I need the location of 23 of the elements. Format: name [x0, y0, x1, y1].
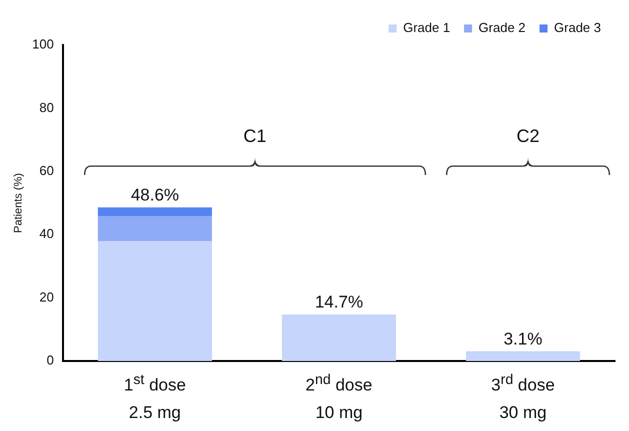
annotation: C2: [515, 126, 540, 147]
y-axis-title: Patients (%): [12, 173, 25, 233]
y-tick-label: 0: [46, 352, 54, 368]
total-label: 3.1%: [504, 329, 542, 348]
y-tick-label: 60: [39, 162, 54, 178]
legend-label: Grade 3: [554, 20, 602, 36]
bar: [282, 314, 396, 361]
bar: [98, 241, 212, 361]
bar: [98, 207, 212, 216]
y-tick-label: 100: [32, 36, 54, 52]
legend-label: Grade 1: [403, 20, 450, 36]
y-tick-label: 40: [39, 226, 54, 242]
bar: [466, 351, 580, 361]
x-tick-label: 2$^{nd}$ dose 10 mg: [304, 371, 374, 424]
total-label: 14.7%: [314, 292, 364, 312]
x-tick-label: 3$^{rd}$ dose 30 mg: [490, 371, 556, 424]
y-tick-label: 80: [39, 100, 54, 115]
bar: [98, 216, 212, 242]
x-tick-label: 1$^{st}$ dose 2.5 mg: [122, 371, 187, 424]
y-tick-label: 20: [39, 289, 54, 304]
annotation: C1: [242, 126, 268, 147]
legend-label: Grade 2: [478, 20, 526, 36]
total-label: 48.6%: [130, 186, 180, 205]
